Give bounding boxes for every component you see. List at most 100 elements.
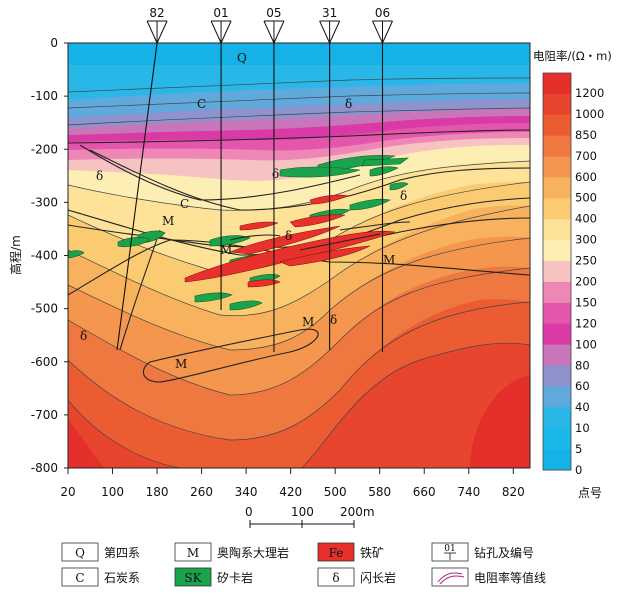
colorbar-swatch: [543, 344, 571, 367]
colorbar-swatch: [543, 407, 571, 429]
legend-item: 电阻率等值线: [431, 567, 546, 587]
x-axis-ticks: 20 100 180 260 340 420 500 580 660 740 820: [60, 468, 525, 499]
x-axis-label: 点号: [578, 486, 602, 500]
x-tick-label: 740: [457, 485, 480, 499]
legend-text: 矽卡岩: [217, 570, 253, 585]
label-marble-4: M: [302, 315, 314, 329]
legend-text: 钻孔及编号: [474, 545, 534, 560]
colorbar-swatch: [543, 156, 571, 178]
contour-line-icon: [437, 572, 463, 583]
label-diorite-7: δ: [80, 329, 87, 343]
scale-200: 200m: [340, 505, 375, 519]
legend-key: C: [75, 571, 84, 585]
layer-0: [68, 43, 530, 65]
colorbar-swatch: [543, 386, 571, 408]
geologic-labels: Q C C M M M M M δ δ δ δ δ δ δ: [80, 51, 407, 371]
y-tick-label: -600: [31, 355, 58, 369]
colorbar-swatch: [543, 428, 571, 450]
x-tick-label: 660: [413, 485, 436, 499]
legend-text: 闪长岩: [360, 570, 396, 585]
colorbar-swatch: [543, 302, 571, 325]
high-resistivity-core-right: [470, 375, 530, 468]
x-tick-label: 180: [146, 485, 169, 499]
faults: [229, 221, 411, 251]
colorbar-level: 500: [575, 191, 597, 205]
scale-0: 0: [245, 505, 253, 519]
x-tick-label: 340: [235, 485, 258, 499]
y-axis-ticks: 0 -100 -200 -300 -400 -500 -600 -700 -800: [31, 36, 68, 475]
y-tick-label: -800: [31, 461, 58, 475]
label-quaternary: Q: [237, 51, 247, 65]
y-tick-label: -300: [31, 195, 58, 209]
colorbar-swatch: [543, 198, 571, 220]
colorbar-level: 150: [575, 295, 597, 309]
x-tick-label: 820: [502, 485, 525, 499]
legend-key: 01: [444, 544, 455, 554]
legend-item: Q 第四系: [61, 542, 140, 562]
legend-text: 铁矿: [360, 546, 384, 560]
x-tick-label: 580: [368, 485, 391, 499]
colorbar-level: 400: [575, 212, 597, 226]
y-tick-label: 0: [50, 36, 58, 50]
colorbar-level: 60: [575, 379, 590, 393]
colorbar-level: 300: [575, 233, 597, 247]
label-marble-1: M: [162, 214, 174, 228]
boreholes: 82 01 05 31 06: [116, 6, 393, 352]
x-tick-label: 100: [101, 485, 124, 499]
colorbar-level: 1000: [575, 107, 604, 121]
colorbar-level: 700: [575, 149, 597, 163]
colorbar-swatch: [543, 73, 571, 95]
y-tick-label: -100: [31, 89, 58, 103]
legend-text: 奥陶系大理岩: [217, 545, 289, 560]
colorbar-swatch: [543, 219, 571, 241]
label-carboniferous-lower: C: [180, 197, 189, 211]
borehole-05: 05: [263, 6, 285, 352]
scale-100: 100: [291, 505, 314, 519]
borehole-label: 01: [213, 6, 228, 20]
legend-key: M: [187, 546, 199, 560]
colorbar-level: 5: [575, 442, 582, 456]
x-tick-label: 500: [324, 485, 347, 499]
colorbar-level: 250: [575, 254, 597, 268]
legend-key: SK: [184, 571, 202, 585]
label-diorite-2: δ: [96, 169, 103, 183]
colorbar-swatch: [543, 177, 571, 199]
colorbar-level: 1200: [575, 86, 604, 100]
colorbar-swatch: [543, 114, 571, 137]
borehole-label: 06: [375, 6, 390, 20]
borehole-label: 05: [266, 6, 281, 20]
label-carboniferous-upper: C: [197, 97, 206, 111]
colorbar-level: 80: [575, 358, 590, 372]
legend-item: δ 闪长岩: [317, 567, 396, 587]
label-marble-3: M: [383, 253, 395, 267]
resistivity-section: [68, 43, 530, 468]
legend-text: 电阻率等值线: [474, 570, 546, 585]
label-marble-5: M: [175, 357, 187, 371]
legend-item: C 石炭系: [61, 567, 140, 587]
iron-ore-bodies: [184, 194, 396, 288]
x-tick-label: 260: [190, 485, 213, 499]
colorbar-level: 0: [575, 463, 582, 477]
legend-item: 01 钻孔及编号: [431, 542, 534, 562]
colorbar-swatch: [543, 240, 571, 262]
colorbar-level: 10: [575, 421, 590, 435]
colorbar-swatch: [543, 323, 571, 346]
legend-key: Fe: [329, 546, 344, 560]
legend-key: δ: [332, 571, 339, 585]
borehole-31: 31: [319, 6, 341, 350]
colorbar-title: 电阻率/(Ω・m): [533, 49, 612, 63]
label-diorite-5: δ: [285, 229, 292, 243]
colorbar-swatch: [543, 135, 571, 158]
y-tick-label: -200: [31, 142, 58, 156]
legend-text: 石炭系: [104, 571, 140, 585]
borehole-label: 31: [322, 6, 337, 20]
colorbar: 1200100085070060050040030025020015012010…: [542, 72, 604, 477]
y-tick-label: -400: [31, 249, 58, 263]
label-diorite-6: δ: [330, 313, 337, 327]
borehole-01: 01: [210, 6, 232, 310]
x-tick-label: 420: [279, 485, 302, 499]
label-diorite-3: δ: [272, 167, 279, 181]
y-axis-label: 高程/m: [8, 235, 23, 275]
colorbar-swatch: [543, 281, 571, 304]
colorbar-level: 100: [575, 337, 597, 351]
